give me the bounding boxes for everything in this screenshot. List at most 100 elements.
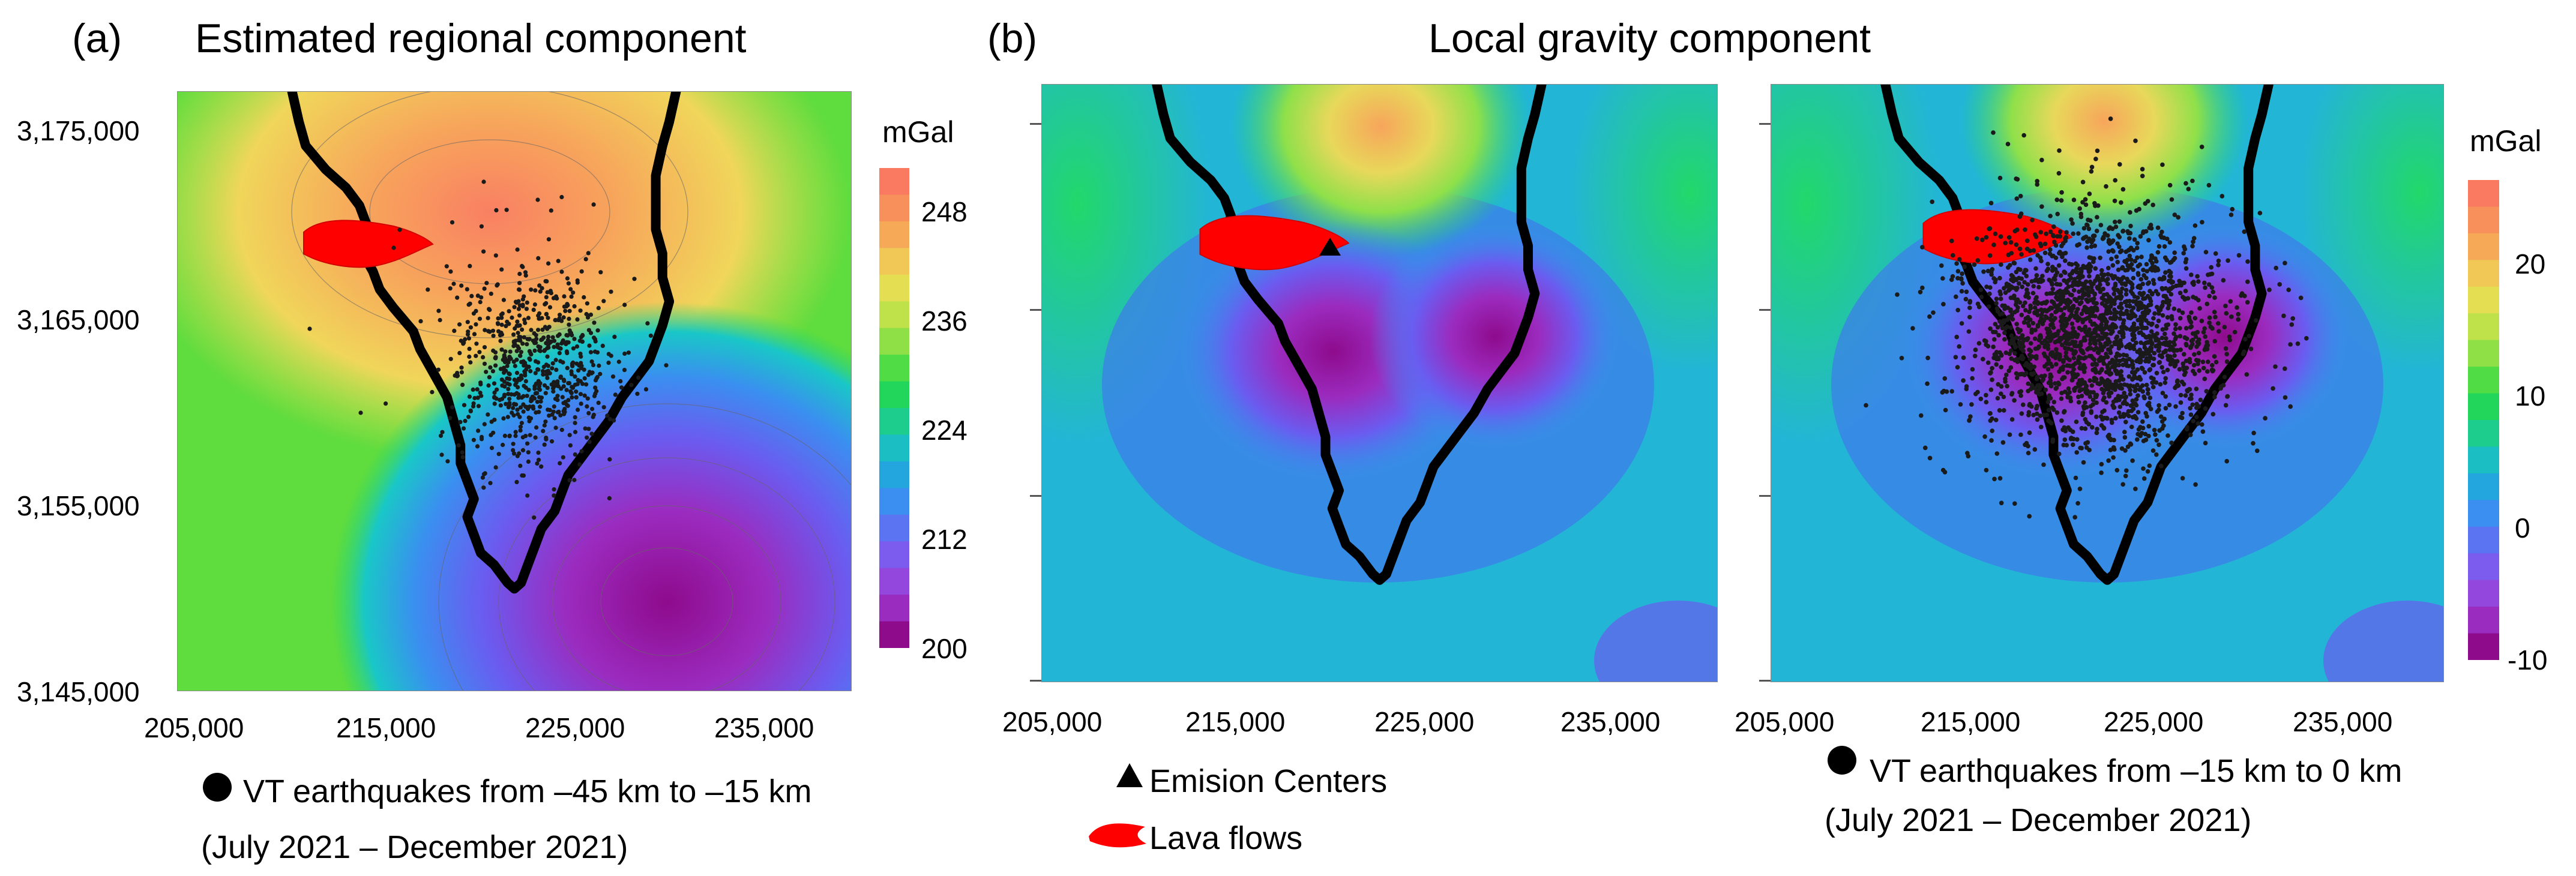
earthquake-point <box>2114 467 2120 473</box>
earthquake-point <box>2025 336 2030 341</box>
earthquake-point <box>596 400 601 406</box>
colorbar-band <box>879 408 909 436</box>
local-gravity-map-quakes <box>1771 84 2444 682</box>
earthquake-point <box>481 249 486 254</box>
earthquake-point <box>457 322 462 327</box>
earthquake-point <box>2129 285 2135 290</box>
earthquake-point <box>533 359 538 364</box>
earthquake-point <box>2102 408 2107 413</box>
earthquake-point <box>507 355 512 359</box>
earthquake-point <box>2129 282 2135 287</box>
earthquake-point <box>2043 301 2048 306</box>
earthquake-point <box>2107 394 2112 399</box>
earthquake-point <box>2035 411 2039 416</box>
earthquake-point <box>2049 421 2054 426</box>
earthquake-point <box>2056 451 2062 457</box>
colorbar-band <box>2468 553 2499 581</box>
earthquake-point <box>2248 346 2254 352</box>
earthquake-point <box>550 335 555 340</box>
earthquake-point <box>2161 341 2165 346</box>
earthquake-point <box>2116 410 2122 415</box>
earthquake-point <box>557 350 562 356</box>
colorbar-band <box>2468 500 2499 527</box>
earthquake-point <box>2063 258 2068 263</box>
earthquake-point <box>1988 200 1994 206</box>
earthquake-point <box>2035 404 2039 409</box>
earthquake-point <box>535 461 540 466</box>
earthquake-point <box>2176 308 2182 313</box>
earthquake-point <box>2007 341 2012 346</box>
earthquake-point <box>2195 421 2200 426</box>
earthquake-point <box>2120 329 2125 335</box>
earthquake-point <box>1920 285 1925 290</box>
earthquake-point <box>2048 214 2053 218</box>
regional-colorbar <box>879 168 909 649</box>
earthquake-point <box>514 380 519 385</box>
earthquake-point <box>2224 458 2229 464</box>
earthquake-point <box>537 395 542 400</box>
earthquake-point <box>2050 322 2054 326</box>
earthquake-point <box>2059 366 2063 371</box>
earthquake-point <box>2132 259 2138 264</box>
earthquake-point <box>2038 244 2044 248</box>
earthquake-point <box>561 360 565 365</box>
earthquake-point <box>1981 269 1986 274</box>
earthquake-point <box>540 286 544 290</box>
earthquake-point <box>2083 197 2088 202</box>
earthquake-point <box>511 406 516 410</box>
colorbar-band <box>879 221 909 248</box>
earthquake-point <box>2063 340 2068 346</box>
earthquake-point <box>460 455 465 460</box>
earthquake-point <box>480 475 485 480</box>
earthquake-point <box>2194 405 2199 410</box>
earthquake-point <box>2123 419 2128 425</box>
earthquake-point <box>468 409 473 414</box>
earthquake-point <box>2130 377 2135 382</box>
earthquake-point <box>2145 310 2150 316</box>
earthquake-point <box>2068 395 2073 400</box>
earthquake-point <box>523 434 528 439</box>
earthquake-point <box>2027 430 2032 435</box>
earthquake-point <box>591 412 597 418</box>
emission-center-marker <box>1319 238 1341 256</box>
earthquake-point <box>1960 281 1965 286</box>
earthquake-point <box>2095 148 2100 154</box>
earthquake-point <box>2137 206 2141 212</box>
earthquake-point <box>2189 272 2194 277</box>
earthquake-point <box>2100 313 2105 318</box>
earthquake-point <box>520 327 525 332</box>
earthquake-point <box>1958 402 1963 407</box>
earthquake-point <box>2178 400 2183 405</box>
earthquake-point <box>2080 410 2086 415</box>
local-colorbar-tick: 0 <box>2515 512 2530 544</box>
earthquake-point <box>2002 330 2007 335</box>
earthquake-point <box>579 401 583 406</box>
earthquake-point <box>558 374 564 379</box>
earthquake-point <box>2212 354 2217 359</box>
earthquake-point <box>2054 362 2059 367</box>
earthquake-point <box>478 391 483 395</box>
earthquake-point <box>1976 341 1982 346</box>
earthquake-point <box>2032 336 2038 341</box>
earthquake-point <box>2102 272 2107 277</box>
earthquake-point <box>505 364 510 368</box>
earthquake-point <box>2152 311 2157 316</box>
earthquake-point <box>1927 455 1933 461</box>
earthquake-point <box>2108 390 2114 395</box>
earthquake-point <box>2134 245 2140 251</box>
earthquake-point <box>465 320 470 325</box>
earthquake-point <box>2062 437 2068 442</box>
earthquake-point <box>523 273 528 278</box>
earthquake-point <box>2156 345 2162 350</box>
earthquake-point <box>2124 308 2129 314</box>
colorbar-band <box>879 488 909 515</box>
earthquake-point <box>2008 240 2014 245</box>
earthquake-point <box>593 385 598 390</box>
earthquake-point <box>532 384 537 389</box>
earthquake-point <box>2138 234 2143 239</box>
earthquake-point <box>2094 414 2099 419</box>
earthquake-point <box>582 393 587 398</box>
earthquake-point <box>2077 361 2082 366</box>
earthquake-point <box>2160 391 2165 395</box>
earthquake-point <box>549 208 553 213</box>
